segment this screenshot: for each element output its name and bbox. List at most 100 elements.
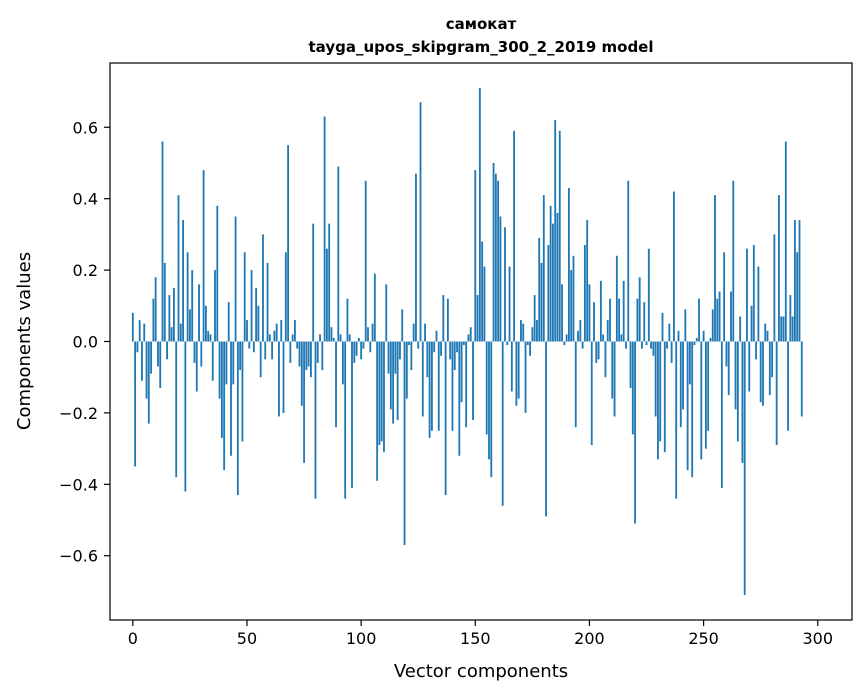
bar-11 — [157, 341, 159, 367]
bar-130 — [428, 341, 431, 438]
bar-137 — [444, 341, 447, 496]
bar-72 — [296, 341, 299, 349]
bar-93 — [344, 341, 347, 499]
bar-292 — [798, 220, 801, 342]
bar-287 — [787, 341, 789, 431]
bar-251 — [704, 341, 707, 449]
chart-subtitle: tayga_upos_skipgram_300_2_2019 model — [309, 38, 654, 56]
bar-278 — [766, 330, 769, 342]
bar-215 — [622, 280, 625, 342]
bar-123 — [412, 323, 415, 342]
bar-133 — [435, 330, 438, 342]
bar-0 — [131, 312, 134, 342]
bar-288 — [789, 295, 792, 342]
bar-206 — [602, 334, 605, 342]
bar-173 — [526, 341, 529, 346]
bar-208 — [606, 320, 609, 342]
bar-129 — [426, 341, 429, 378]
bar-184 — [552, 223, 554, 342]
bar-178 — [538, 237, 541, 342]
bar-53 — [252, 341, 255, 353]
bar-182 — [547, 245, 550, 342]
bar-169 — [517, 341, 520, 399]
bar-154 — [483, 266, 486, 342]
bar-176 — [533, 295, 536, 342]
bar-104 — [369, 341, 372, 353]
bar-281 — [773, 234, 776, 342]
bar-212 — [615, 255, 618, 342]
x-axis-label: Vector components — [394, 661, 568, 682]
bar-43 — [230, 341, 232, 456]
bar-243 — [686, 341, 689, 471]
bar-21 — [179, 323, 182, 342]
bar-97 — [353, 341, 356, 363]
bar-71 — [294, 320, 296, 342]
bar-199 — [586, 220, 589, 342]
bar-168 — [515, 341, 518, 406]
bar-37 — [216, 205, 219, 342]
bar-88 — [332, 337, 335, 342]
bar-283 — [778, 195, 780, 342]
bar-118 — [401, 309, 404, 342]
bar-259 — [723, 252, 726, 342]
bar-26 — [191, 270, 194, 342]
bar-191 — [567, 187, 570, 342]
bar-65 — [280, 320, 283, 342]
bar-58 — [264, 341, 267, 360]
bar-229 — [654, 341, 657, 417]
bar-22 — [182, 220, 184, 342]
bar-277 — [764, 323, 767, 342]
bar-211 — [613, 341, 616, 417]
bar-207 — [604, 341, 607, 378]
bar-220 — [634, 341, 637, 524]
bar-89 — [335, 341, 337, 428]
bar-103 — [367, 327, 369, 342]
bar-204 — [597, 341, 600, 360]
bar-46 — [236, 341, 239, 496]
bar-164 — [506, 341, 509, 346]
bar-219 — [631, 341, 634, 435]
bar-14 — [163, 262, 166, 342]
bar-163 — [504, 227, 506, 342]
bar-38 — [218, 341, 221, 399]
bar-186 — [556, 212, 559, 342]
bar-122 — [410, 341, 413, 371]
bar-102 — [364, 180, 367, 342]
bar-188 — [561, 284, 563, 342]
bar-42 — [227, 302, 230, 342]
bar-99 — [357, 337, 360, 342]
y-tick-label: 0.0 — [73, 333, 98, 352]
bar-253 — [709, 337, 712, 342]
bar-149 — [472, 341, 474, 421]
bar-80 — [314, 341, 317, 499]
bar-222 — [638, 277, 641, 342]
bar-3 — [138, 320, 141, 342]
bar-257 — [718, 291, 721, 342]
bar-92 — [341, 341, 344, 385]
bar-152 — [478, 87, 481, 342]
bar-189 — [563, 341, 566, 346]
bar-159 — [494, 173, 497, 342]
bar-284 — [780, 316, 783, 342]
bar-230 — [657, 341, 659, 460]
bar-231 — [659, 341, 662, 442]
bar-70 — [291, 334, 294, 342]
bar-48 — [241, 341, 244, 442]
bar-107 — [376, 341, 379, 481]
bar-205 — [599, 280, 602, 342]
bar-179 — [540, 262, 543, 342]
bar-276 — [762, 341, 764, 406]
bar-200 — [588, 284, 591, 342]
bar-135 — [440, 341, 442, 356]
bar-245 — [691, 341, 694, 478]
bar-76 — [305, 341, 308, 371]
bar-261 — [727, 341, 730, 396]
bar-233 — [663, 341, 666, 453]
bar-116 — [396, 341, 399, 421]
bar-136 — [442, 295, 445, 342]
bar-49 — [243, 252, 246, 342]
bar-289 — [791, 316, 794, 342]
bar-269 — [746, 248, 748, 342]
y-tick-label: −0.4 — [59, 475, 98, 494]
bar-268 — [743, 341, 746, 596]
